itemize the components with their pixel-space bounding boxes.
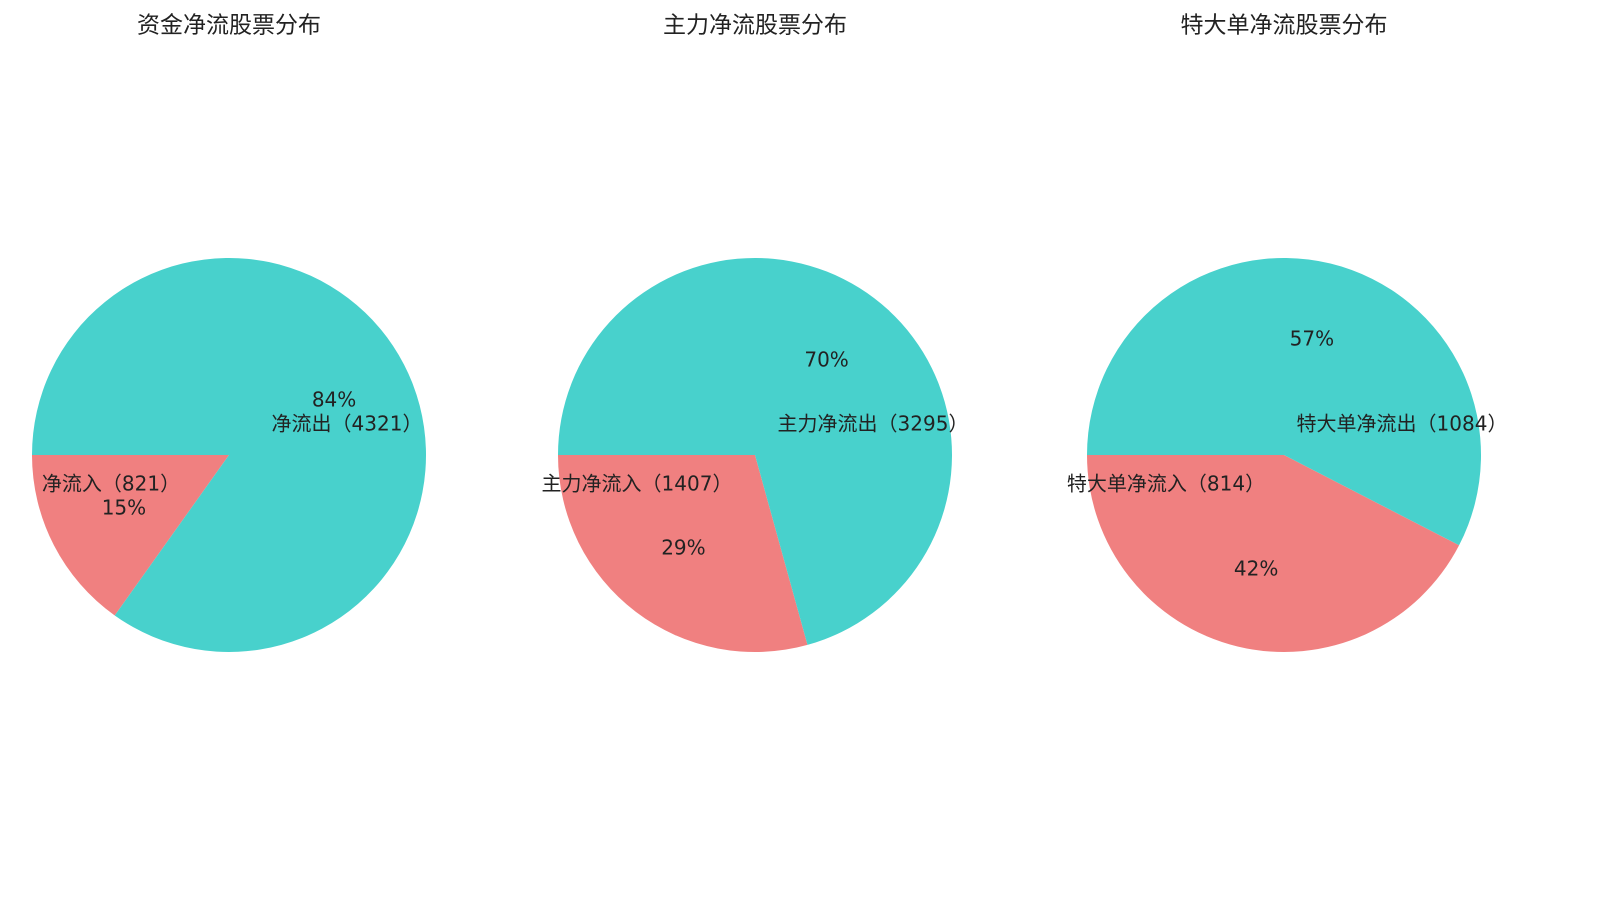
slice-label: 主力净流入（1407） xyxy=(542,472,733,496)
pie-slice xyxy=(32,257,426,652)
value-label: 70% xyxy=(804,347,848,371)
value-label: 57% xyxy=(1290,327,1334,351)
slice-label: 主力净流出（3295） xyxy=(778,412,969,436)
chart-title: 主力净流股票分布 xyxy=(663,13,847,39)
pie-slice xyxy=(1087,455,1460,652)
chart-title: 特大单净流股票分布 xyxy=(1181,13,1388,39)
slice-label: 特大单净流入（814） xyxy=(1067,472,1265,496)
value-label: 42% xyxy=(1234,556,1278,580)
pie-slice xyxy=(32,455,229,616)
slice-label: 净流出（4321） xyxy=(272,412,423,436)
value-label: 84% xyxy=(312,387,356,411)
value-label: 29% xyxy=(661,536,705,560)
slice-label: 特大单净流出（1084） xyxy=(1297,412,1508,436)
value-label: 15% xyxy=(102,496,146,520)
pie-slice xyxy=(1087,258,1481,546)
chart-title: 资金净流股票分布 xyxy=(137,13,321,39)
pie-slice xyxy=(558,455,808,652)
slice-label: 净流入（821） xyxy=(42,472,180,496)
pie-slice xyxy=(558,257,952,645)
